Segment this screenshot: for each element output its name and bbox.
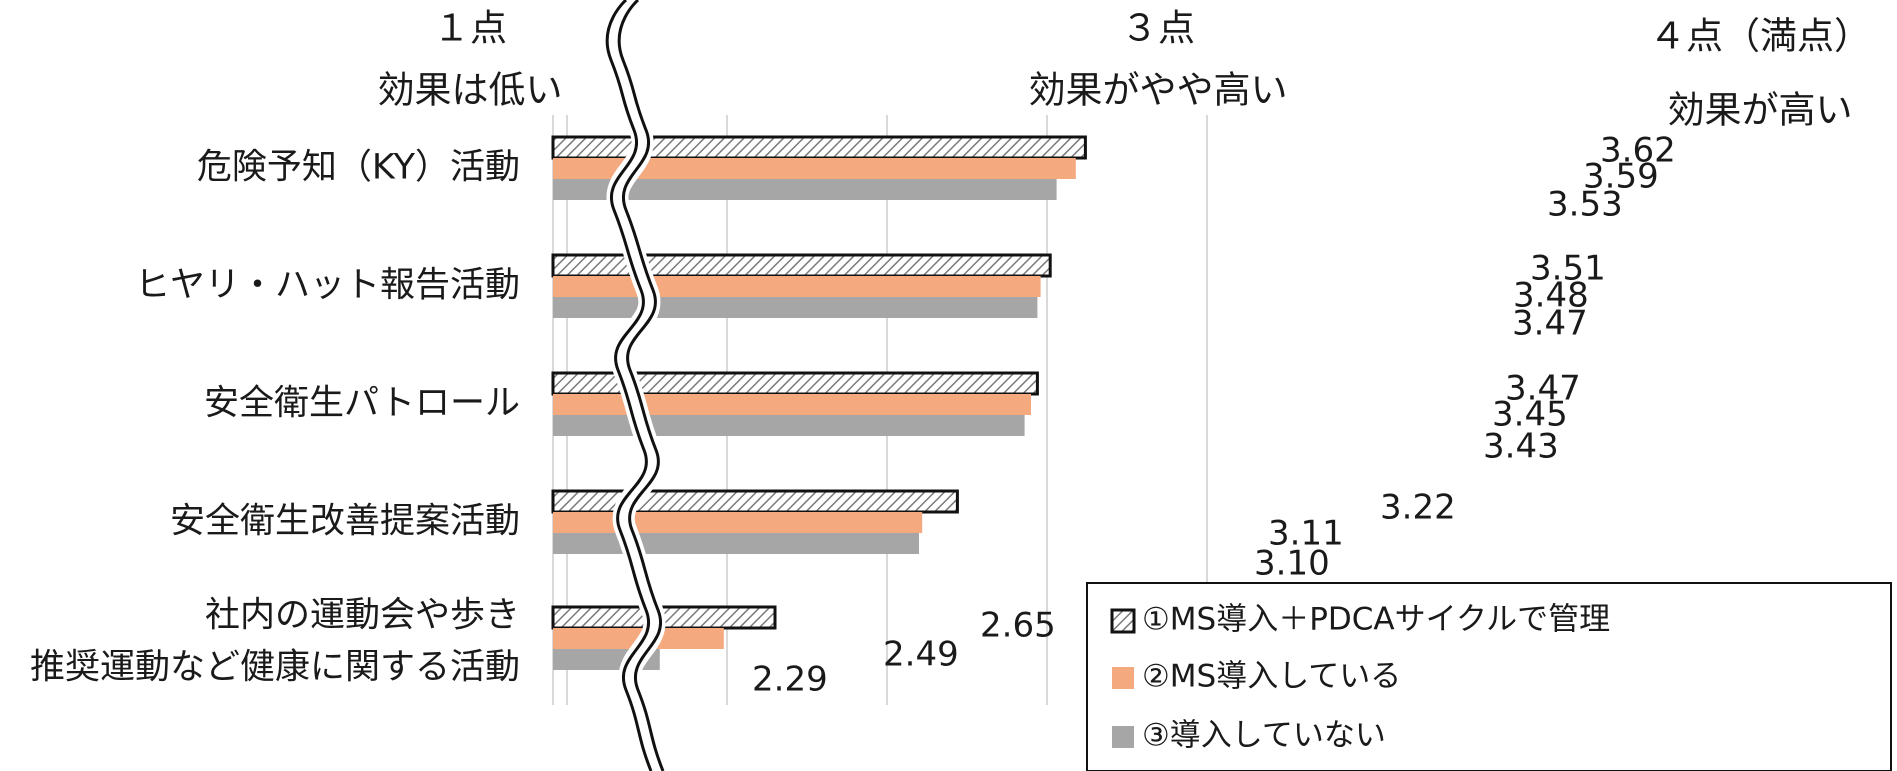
axis-break-line-right (617, 0, 665, 771)
data-label: 3.47 (1505, 369, 1581, 409)
bar-s1-c4 (551, 489, 959, 514)
bar-s3-c4 (553, 533, 919, 554)
axis-break-line-left (605, 0, 653, 771)
category-label: 推奨運動など健康に関する活動 (30, 648, 520, 688)
data-label: 2.49 (883, 635, 959, 675)
legend-label: ③導入していない (1142, 718, 1386, 754)
legend-swatch-3 (1112, 726, 1134, 748)
category-label: 危険予知（KY）活動 (197, 148, 520, 188)
data-label: 3.22 (1380, 488, 1456, 528)
data-label: 3.48 (1513, 276, 1589, 316)
bar-s2-c3 (553, 394, 1031, 415)
data-label: 3.59 (1583, 157, 1659, 197)
axis-break-mask (602, 0, 668, 771)
data-label: 3.45 (1492, 395, 1568, 435)
bar-s2-c1 (553, 158, 1076, 179)
legend-label: ②MS導入している (1142, 659, 1401, 695)
category-label: 社内の運動会や歩き (205, 596, 520, 636)
data-label: 3.43 (1483, 427, 1559, 467)
data-label: 3.10 (1254, 544, 1330, 584)
scale-desc-label: 効果が高い (1668, 89, 1853, 132)
data-label: 3.11 (1268, 514, 1344, 554)
bar-s2-c2 (553, 276, 1041, 297)
category-label: ヒヤリ・ハット報告活動 (135, 266, 520, 306)
data-label: 3.47 (1512, 304, 1588, 344)
scale-desc-label: 効果は低い (378, 69, 563, 112)
category-label: 安全衛生改善提案活動 (170, 502, 520, 542)
data-label: 3.51 (1530, 249, 1606, 289)
scale-point-label: ３点 (1121, 7, 1195, 50)
scale-point-label: ４点（満点） (1649, 15, 1871, 58)
legend-box (1086, 582, 1892, 771)
bar-s3-c3 (553, 415, 1025, 436)
data-label: 3.53 (1547, 185, 1623, 225)
scale-point-label: １点 (433, 7, 507, 50)
category-label: 安全衛生パトロール (204, 384, 520, 424)
scale-desc-label: 効果がやや高い (1029, 69, 1288, 112)
legend-swatch-1 (1110, 608, 1136, 634)
legend-label: ①MS導入＋PDCAサイクルで管理 (1142, 602, 1610, 638)
bar-s3-c1 (553, 179, 1057, 200)
data-label: 3.62 (1600, 131, 1676, 171)
legend-swatch-2 (1112, 667, 1134, 689)
data-label: 2.29 (752, 660, 828, 700)
bar-s3-c2 (553, 297, 1038, 318)
data-label: 2.65 (980, 606, 1056, 646)
bar-s2-c4 (553, 512, 923, 533)
